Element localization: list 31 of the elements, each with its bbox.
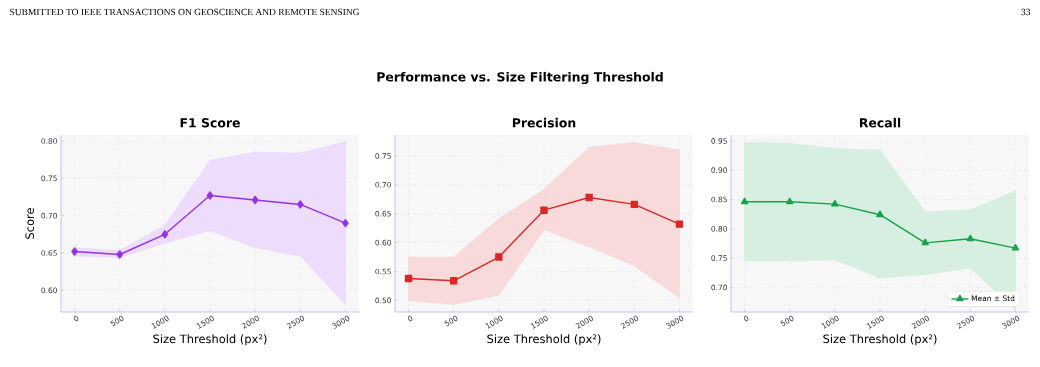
point [342,218,349,228]
x-axis-title: Size Threshold (px²) [487,334,601,346]
point [450,277,458,285]
x-axis-title: Size Threshold (px²) [823,334,937,346]
point [585,193,593,202]
text: SUBMITTED TO IEEE TRANSACTIONS ON GEOSCIENCE AND REMOTE SENSING [10,8,360,16]
point [540,206,548,214]
point [296,200,304,209]
point [71,247,78,256]
chart-title: Precision [512,117,576,128]
point [161,230,169,239]
x-axis-title: Size Threshold (px²) [153,334,267,346]
y-axis-title: Score [25,208,34,239]
point [876,210,884,218]
point [251,195,259,205]
point [495,253,503,261]
point [206,191,214,200]
point [675,220,684,228]
point [404,274,413,283]
chart-title: F1 Score [180,118,240,128]
point [921,238,929,246]
point [966,234,975,242]
point [1011,243,1020,251]
point [785,197,794,205]
text: 33 [1021,8,1031,16]
point [630,200,638,209]
point [831,199,839,207]
point [116,250,124,259]
point [740,197,749,205]
chart-title: Recall [859,117,901,128]
text: Performance vs. Size Filtering Threshold [377,71,663,85]
